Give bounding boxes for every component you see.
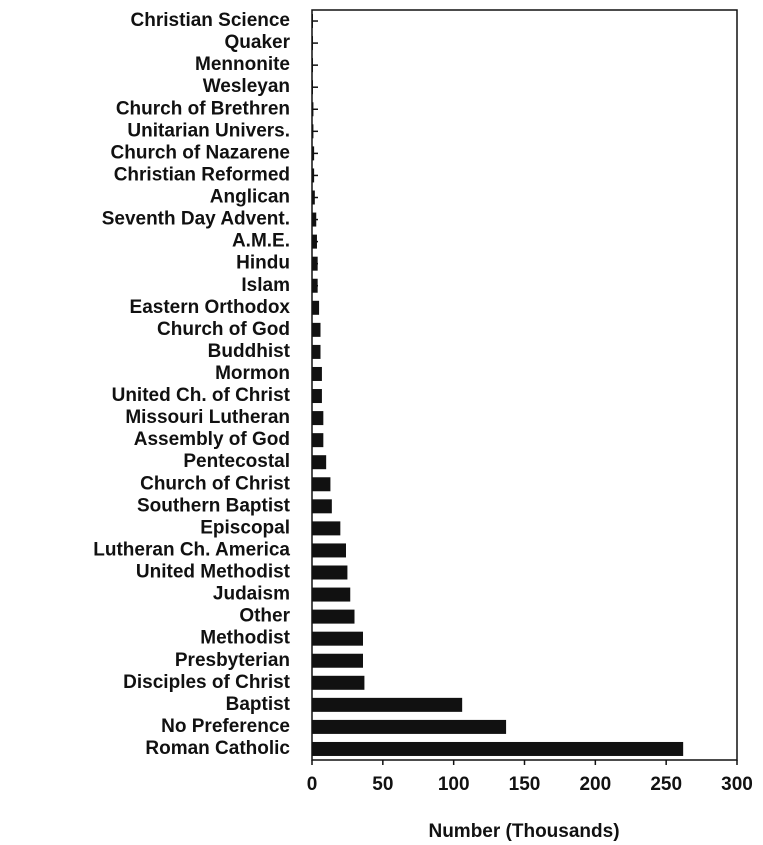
bar — [312, 587, 351, 602]
y-tick-label: Presbyterian — [175, 650, 290, 671]
bar — [312, 80, 313, 95]
bar — [312, 697, 463, 712]
y-tick-label: No Preference — [161, 716, 290, 737]
bar — [312, 322, 321, 337]
x-tick-label: 0 — [307, 774, 318, 795]
y-tick-label: Wesleyan — [203, 76, 290, 97]
y-tick-label: Anglican — [210, 187, 290, 208]
y-tick-label: Assembly of God — [134, 429, 290, 450]
bar — [312, 168, 315, 183]
bar — [312, 675, 365, 690]
bar — [312, 565, 348, 580]
x-axis-label: Number (Thousands) — [428, 821, 619, 842]
y-tick-label: Roman Catholic — [145, 738, 290, 759]
y-tick-label: Mennonite — [195, 54, 290, 75]
bar — [312, 433, 324, 448]
bar — [312, 609, 355, 624]
bar — [312, 411, 324, 426]
y-tick-label: Unitarian Univers. — [127, 120, 290, 141]
bar — [312, 477, 331, 492]
y-tick-label: Southern Baptist — [137, 495, 291, 516]
bar — [312, 389, 322, 404]
bar — [312, 14, 313, 29]
bar — [312, 300, 320, 315]
bar — [312, 256, 318, 271]
y-tick-label: Church of Brethren — [116, 98, 290, 119]
y-tick-label: United Ch. of Christ — [112, 385, 291, 406]
bar — [312, 124, 314, 139]
y-tick-label: Disciples of Christ — [123, 672, 290, 693]
bar — [312, 146, 315, 161]
x-tick-label: 100 — [438, 774, 470, 795]
y-tick-label: Eastern Orthodox — [130, 297, 291, 318]
y-tick-label: Christian Reformed — [114, 164, 290, 185]
bar — [312, 212, 317, 227]
y-tick-label: Other — [239, 606, 290, 627]
y-tick-label: Hindu — [236, 253, 290, 274]
y-tick-label: Islam — [241, 275, 290, 296]
plot-frame — [311, 9, 738, 761]
y-tick-label: Missouri Lutheran — [125, 407, 290, 428]
bar — [312, 278, 318, 293]
y-tick-label: Judaism — [213, 584, 290, 605]
y-tick-label: United Methodist — [136, 562, 291, 583]
y-tick-label: Church of God — [157, 319, 290, 340]
y-tick-label: Episcopal — [200, 517, 290, 538]
y-tick-label: A.M.E. — [232, 231, 290, 252]
x-tick-label: 300 — [721, 774, 753, 795]
x-tick-label: 200 — [579, 774, 611, 795]
y-tick-label: Church of Nazarene — [111, 142, 290, 163]
y-tick-label: Baptist — [226, 694, 291, 715]
bar — [312, 455, 327, 470]
y-tick-label: Methodist — [200, 628, 290, 649]
bar — [312, 719, 507, 734]
bar — [312, 521, 341, 536]
bar — [312, 344, 321, 359]
y-tick-label: Church of Christ — [140, 473, 291, 494]
bar — [312, 36, 313, 51]
y-tick-label: Pentecostal — [183, 451, 290, 472]
bar — [312, 102, 314, 117]
y-tick-label: Quaker — [225, 32, 291, 53]
y-tick-label: Mormon — [215, 363, 290, 384]
y-tick-label: Christian Science — [131, 10, 290, 31]
bar — [312, 741, 684, 756]
x-tick-label: 150 — [509, 774, 541, 795]
y-tick-label: Buddhist — [208, 341, 291, 362]
x-tick-label: 250 — [650, 774, 682, 795]
bar — [312, 190, 315, 205]
bar — [312, 366, 322, 381]
bar — [312, 499, 332, 514]
x-tick-label: 50 — [372, 774, 393, 795]
bar — [312, 234, 317, 249]
y-tick-label: Lutheran Ch. America — [93, 539, 290, 560]
bar — [312, 653, 363, 668]
bar — [312, 58, 313, 73]
bar — [312, 631, 363, 646]
y-tick-label: Seventh Day Advent. — [102, 209, 290, 230]
bar — [312, 543, 346, 558]
